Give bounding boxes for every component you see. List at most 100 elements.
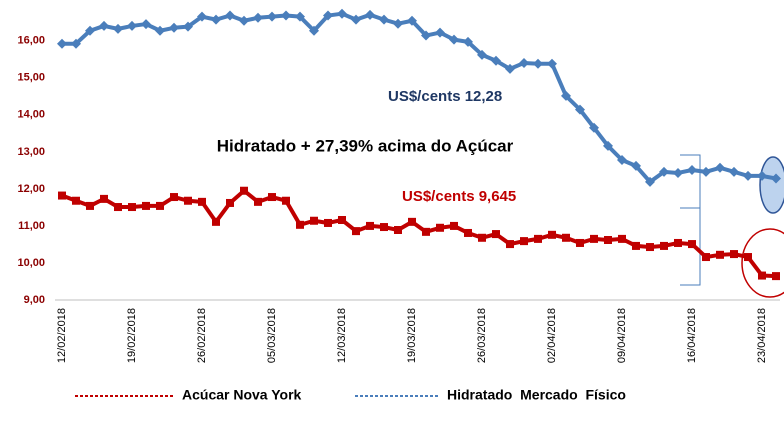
point bbox=[379, 14, 389, 25]
point bbox=[604, 236, 612, 244]
point bbox=[309, 25, 319, 36]
point bbox=[534, 234, 542, 243]
point bbox=[603, 140, 613, 151]
x-tick-label: 12/03/2018 bbox=[336, 308, 348, 363]
highlight-ellipse bbox=[759, 156, 784, 214]
point bbox=[281, 10, 291, 21]
point bbox=[184, 196, 192, 205]
point bbox=[771, 173, 781, 184]
point bbox=[449, 34, 459, 45]
point bbox=[757, 170, 767, 181]
point bbox=[226, 198, 234, 207]
point bbox=[674, 238, 682, 247]
point bbox=[71, 38, 81, 49]
point bbox=[156, 201, 164, 210]
legend-label: Acúcar Nova York bbox=[182, 387, 302, 403]
point bbox=[212, 217, 220, 226]
y-tick-label: 16,00 bbox=[17, 35, 45, 47]
point bbox=[198, 197, 206, 206]
x-tick-label: 23/04/2018 bbox=[756, 308, 768, 363]
x-tick-label: 19/02/2018 bbox=[126, 308, 138, 363]
point bbox=[169, 22, 179, 33]
point bbox=[506, 240, 514, 249]
point bbox=[548, 230, 556, 239]
point bbox=[366, 221, 374, 230]
point bbox=[575, 104, 585, 115]
annotation: Hidratado + 27,39% acima do Açúcar bbox=[217, 136, 514, 155]
point bbox=[533, 58, 543, 69]
point bbox=[701, 166, 711, 177]
y-tick-label: 13,00 bbox=[17, 146, 45, 158]
series-line bbox=[62, 11, 777, 184]
point bbox=[422, 227, 430, 236]
bracket bbox=[680, 154, 701, 286]
point bbox=[295, 11, 305, 22]
y-tick-label: 15,00 bbox=[17, 72, 45, 84]
point bbox=[645, 176, 655, 187]
point bbox=[72, 196, 80, 205]
y-tick-label: 10,00 bbox=[17, 257, 45, 269]
y-tick-label: 12,00 bbox=[17, 183, 45, 195]
point bbox=[576, 238, 584, 247]
point bbox=[561, 90, 571, 101]
point bbox=[477, 49, 487, 60]
point bbox=[114, 203, 122, 212]
point bbox=[617, 155, 627, 165]
point bbox=[183, 21, 193, 32]
point bbox=[380, 223, 388, 232]
point bbox=[253, 12, 263, 23]
point bbox=[520, 237, 528, 246]
point bbox=[351, 14, 361, 25]
y-tick-label: 11,00 bbox=[18, 220, 45, 232]
point bbox=[421, 30, 431, 41]
legend-label: Hidratado Mercado Físico bbox=[447, 387, 626, 403]
x-tick-label: 16/04/2018 bbox=[686, 308, 698, 363]
point bbox=[99, 20, 109, 31]
point bbox=[463, 36, 473, 47]
y-tick-label: 14,00 bbox=[17, 109, 45, 121]
point bbox=[715, 162, 725, 173]
point bbox=[702, 253, 710, 262]
point bbox=[408, 217, 416, 226]
point bbox=[491, 55, 501, 66]
highlight-ellipse bbox=[741, 228, 784, 298]
point bbox=[673, 167, 683, 178]
point bbox=[589, 122, 599, 133]
point bbox=[296, 220, 304, 229]
point bbox=[744, 253, 752, 262]
point bbox=[239, 15, 249, 26]
point bbox=[211, 14, 221, 25]
point bbox=[631, 160, 641, 171]
point bbox=[267, 11, 277, 22]
point bbox=[352, 227, 360, 236]
point bbox=[478, 233, 486, 242]
point bbox=[505, 63, 515, 74]
point bbox=[547, 58, 557, 69]
point bbox=[758, 271, 766, 280]
point bbox=[660, 241, 668, 250]
point bbox=[687, 165, 697, 175]
point bbox=[337, 8, 347, 19]
point bbox=[730, 250, 738, 259]
point bbox=[492, 230, 500, 239]
point bbox=[57, 38, 67, 49]
point bbox=[519, 57, 529, 68]
point bbox=[590, 234, 598, 243]
point bbox=[142, 201, 150, 210]
point bbox=[100, 194, 108, 203]
point bbox=[155, 25, 165, 36]
point bbox=[772, 272, 780, 281]
point bbox=[170, 193, 178, 202]
point bbox=[85, 25, 95, 36]
annotation: US$/cents 9,645 bbox=[402, 188, 516, 205]
point bbox=[450, 221, 458, 230]
point bbox=[562, 233, 570, 242]
x-tick-label: 12/02/2018 bbox=[56, 308, 68, 363]
point bbox=[86, 201, 94, 210]
y-tick-label: 9,00 bbox=[24, 294, 45, 306]
series-line bbox=[61, 188, 777, 279]
point bbox=[729, 166, 739, 177]
point bbox=[716, 250, 724, 259]
point bbox=[128, 203, 136, 212]
